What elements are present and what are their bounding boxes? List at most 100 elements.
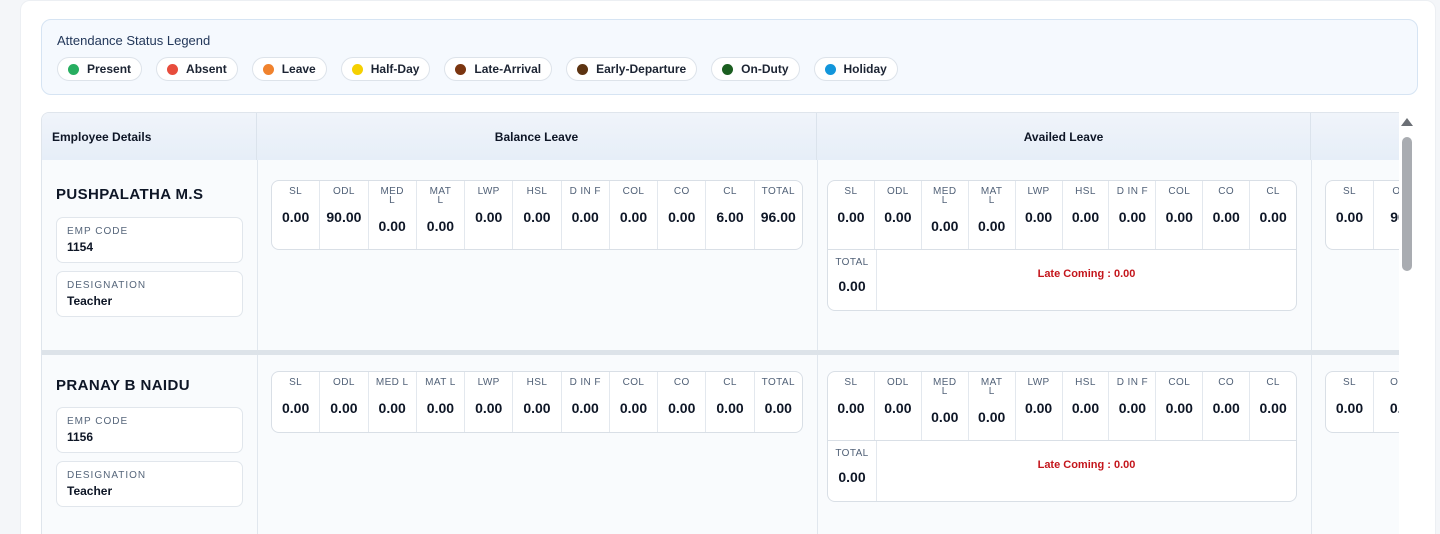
availed-cell-med-l: MED L 0.00	[922, 181, 969, 249]
late-coming-text: Late Coming : 0.00	[1037, 459, 1136, 471]
leave-value: 0.00	[1165, 400, 1193, 416]
leave-value: 0.00	[1118, 400, 1147, 416]
balance-cell-mat-l: MAT L 0.00	[417, 372, 466, 432]
availed-cell-co: CO 0.00	[1203, 372, 1251, 440]
balance-cell-cl: CL 6.00	[706, 181, 755, 249]
leave-type-label: D IN F	[1116, 186, 1149, 197]
vertical-scrollbar[interactable]	[1400, 115, 1416, 534]
legend-item-leave[interactable]: Leave	[251, 57, 327, 81]
legend-item-absent[interactable]: Absent	[156, 57, 238, 81]
half-day-dot-icon	[351, 63, 363, 75]
designation-label: DESIGNATION	[67, 470, 147, 481]
balance-cell-sl: SL 0.00	[272, 181, 321, 249]
designation-field: DESIGNATION Teacher	[56, 271, 243, 317]
leave-type-label: OD	[1390, 377, 1399, 388]
balance-cell-d-in-f: D IN F 0.00	[562, 181, 610, 249]
legend-item-late-arrival[interactable]: Late-Arrival	[444, 57, 553, 81]
leave-type-label: ODL	[333, 377, 355, 388]
leave-type-label: COL	[622, 377, 645, 388]
balance-cell-total: TOTAL 0.00	[755, 372, 802, 432]
leave-type-label: CO	[1218, 186, 1235, 197]
balance-cell-mat-l: MAT L 0.00	[417, 181, 466, 249]
designation-field: DESIGNATION Teacher	[56, 461, 243, 507]
late-arrival-dot-icon	[455, 63, 467, 75]
balance-cell-med-l: MED L 0.00	[369, 181, 417, 249]
leave-type-label: MAT L	[425, 377, 456, 388]
emp-code-label: EMP CODE	[67, 226, 129, 237]
leave-value: 0.00	[1071, 400, 1100, 416]
leave-value: 0.00	[475, 209, 503, 225]
leave-value: 0.00	[837, 209, 865, 225]
leave-value: 0.00	[668, 400, 696, 416]
emp-code-value: 1154	[67, 240, 94, 254]
row-divider	[42, 350, 1399, 355]
header-next-section	[1311, 113, 1399, 160]
emp-code-field: EMP CODE 1156	[56, 407, 243, 453]
availed-cell-sl: SL 0.00	[828, 372, 875, 440]
availed-cell-med-l: MED L 0.00	[922, 372, 969, 440]
leave-summary-table: Employee Details Balance Leave Availed L…	[41, 112, 1399, 534]
leave-value: 0.00	[764, 400, 792, 416]
leave-value: 0.00	[1071, 209, 1100, 225]
availed-cell-hsl: HSL 0.00	[1063, 181, 1110, 249]
next-cell-odl: OI 90	[1374, 181, 1399, 249]
leave-type-label: HSL	[1075, 377, 1096, 388]
balance-cell-cl: CL 0.00	[706, 372, 755, 432]
leave-type-label: TOTAL	[761, 186, 795, 197]
designation-label: DESIGNATION	[67, 280, 147, 291]
leave-type-label: SL	[1342, 186, 1357, 197]
leave-type-label: LWP	[477, 377, 500, 388]
leave-value: 0.00	[716, 400, 744, 416]
availed-cell-d-in-f: D IN F 0.00	[1109, 372, 1157, 440]
balance-leave-box: SL 0.00 ODL 90.00 MED L 0.00 MAT L 0.00 LWP 0.0…	[271, 180, 803, 250]
availed-cell-odl: ODL 0.00	[875, 372, 922, 440]
leave-value: 0.00	[619, 400, 648, 416]
leave-type-label: CL	[723, 186, 737, 197]
leave-value: 0.00	[931, 218, 959, 234]
scroll-thumb[interactable]	[1402, 137, 1412, 271]
leave-value: 0.00	[1335, 400, 1364, 416]
leave-value: 0.00	[931, 409, 959, 425]
leave-type-label: LWP	[1027, 186, 1050, 197]
leave-value: 0.00	[838, 278, 866, 294]
leave-value: 0.00	[884, 209, 912, 225]
availed-total-cell: TOTAL 0.00	[828, 250, 877, 310]
employee-name: PUSHPALATHA M.S	[56, 186, 204, 203]
leave-value: 90	[1390, 209, 1399, 225]
leave-type-label: HSL	[526, 377, 548, 388]
availed-cell-col: COL 0.00	[1156, 181, 1204, 249]
leave-type-label: MED L	[375, 377, 409, 388]
attendance-legend: Attendance Status Legend Present Absent …	[41, 19, 1418, 95]
leave-value: 0.00	[1212, 400, 1240, 416]
on-duty-dot-icon	[722, 63, 734, 75]
absent-dot-icon	[167, 63, 179, 75]
emp-code-value: 1156	[67, 430, 94, 444]
balance-cell-co: CO 0.00	[658, 181, 707, 249]
leave-value: 0.00	[523, 209, 551, 225]
balance-cell-co: CO 0.00	[658, 372, 707, 432]
leave-type-label: ODL	[886, 377, 909, 388]
legend-item-holiday[interactable]: Holiday	[813, 57, 898, 81]
legend-item-on-duty[interactable]: On-Duty	[711, 57, 800, 81]
legend-item-present[interactable]: Present	[57, 57, 143, 81]
leave-type-label: TOTAL	[761, 377, 795, 388]
availed-summary-row: TOTAL 0.00 Late Coming : 0.00	[828, 440, 1296, 501]
balance-leave-box: SL 0.00 ODL 0.00 MED L 0.00 MAT L 0.00 LWP 0.…	[271, 371, 803, 433]
leave-value: 96.00	[760, 209, 796, 225]
scroll-up-arrow-icon[interactable]	[1401, 118, 1413, 126]
designation-value: Teacher	[67, 294, 113, 308]
leave-value: 0.00	[978, 218, 1006, 234]
leave-type-label: CO	[673, 377, 690, 388]
leave-value: 0.00	[838, 469, 866, 485]
balance-cell-odl: ODL 90.00	[320, 181, 369, 249]
table-header-row: Employee Details Balance Leave Availed L…	[42, 113, 1399, 160]
employee-name: PRANAY B NAIDU	[56, 377, 190, 394]
leave-type-label: OI	[1376, 187, 1399, 197]
leave-type-label: ODL	[886, 186, 909, 197]
leave-type-label: SL	[844, 377, 858, 388]
legend-item-early-departure[interactable]: Early-Departure	[566, 57, 698, 81]
availed-cell-lwp: LWP 0.00	[1016, 181, 1063, 249]
balance-cell-hsl: HSL 0.00	[513, 372, 562, 432]
leave-value: 0.(	[1389, 400, 1399, 416]
legend-item-half-day[interactable]: Half-Day	[340, 57, 431, 81]
